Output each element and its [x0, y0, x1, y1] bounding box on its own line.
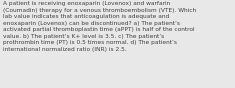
- Text: A patient is receiving enoxaparin (Lovenox) and warfarin
(Coumadin) therapy for : A patient is receiving enoxaparin (Loven…: [3, 1, 196, 52]
